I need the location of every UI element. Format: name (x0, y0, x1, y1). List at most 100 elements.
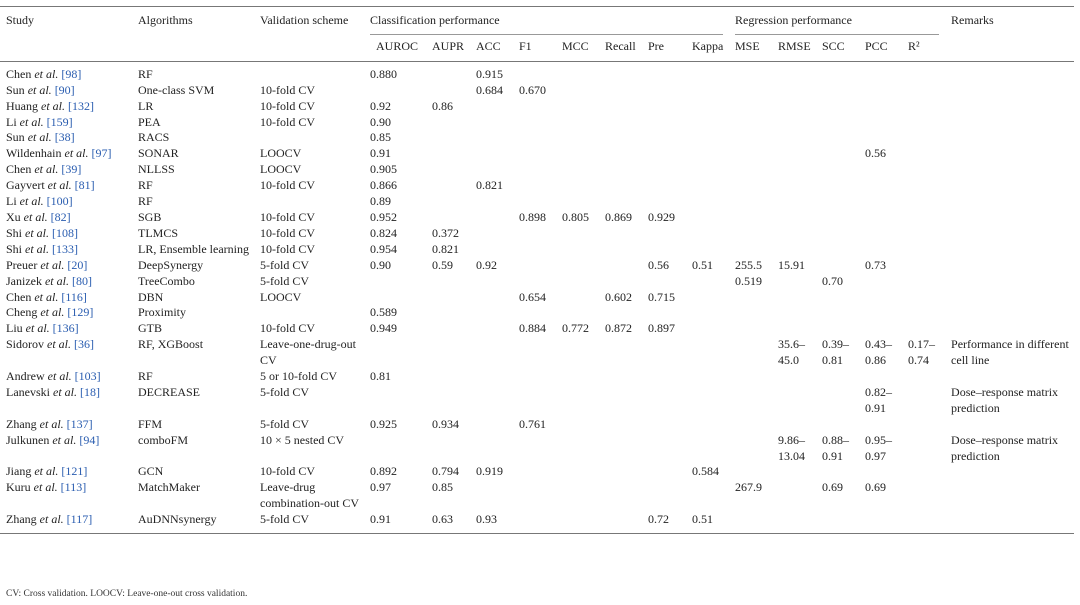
empty-cell (908, 433, 951, 465)
table-cell: 267.9 (735, 480, 762, 495)
header-cell: Study (6, 13, 35, 27)
table-cell: 0.91 (370, 512, 391, 527)
table-body: Chen et al. [98] RF 0.880 0.915 Sun et al. [… (0, 61, 1074, 533)
table-cell: 0.69 (822, 480, 843, 495)
empty-cell (648, 99, 692, 115)
table-cell: 0.869 (605, 209, 632, 224)
empty-cell (519, 258, 562, 274)
author: Preuer (6, 257, 38, 272)
empty-cell (648, 130, 692, 146)
table-cell: 10-fold CV (260, 321, 315, 336)
table-cell: 0.92 (476, 257, 497, 272)
empty-cell (519, 369, 562, 385)
table-row: Xu et al. [82] SGB 10-fold CV 0.952 0.898 0.8… (0, 210, 1074, 226)
empty-cell (432, 210, 476, 226)
empty-cell (562, 274, 605, 290)
empty-cell (605, 226, 648, 242)
empty-cell (735, 385, 778, 417)
empty-cell (605, 417, 648, 433)
table-cell: GCN (138, 464, 164, 479)
table-cell: 0.88–0.91 (822, 432, 849, 463)
table-cell: Dose–response matrix prediction (951, 384, 1059, 415)
table-cell: LOOCV (260, 146, 302, 161)
table-cell: 0.715 (648, 289, 675, 304)
empty-cell (778, 417, 822, 433)
table-cell: 5-fold CV (260, 257, 309, 272)
empty-cell (476, 290, 519, 306)
table-cell: 0.866 (370, 178, 397, 193)
author: Gayvert (6, 178, 45, 193)
table-cell: 0.56 (865, 146, 886, 161)
empty-cell (951, 146, 1074, 162)
empty-cell (605, 162, 648, 178)
empty-cell (778, 130, 822, 146)
empty-cell (908, 115, 951, 131)
empty-cell (605, 83, 648, 99)
table-row: Huang et al. [132] LR 10-fold CV 0.92 0.86 (0, 99, 1074, 115)
study-cell: Gayvert et al. [81] (0, 178, 138, 194)
table-cell: 0.919 (476, 464, 503, 479)
empty-cell (519, 115, 562, 131)
empty-cell (562, 178, 605, 194)
author: Lanevski (6, 384, 50, 399)
empty-cell (476, 305, 519, 321)
empty-cell (778, 274, 822, 290)
empty-cell (951, 464, 1074, 480)
table-cell: 0.925 (370, 416, 397, 431)
empty-cell (605, 464, 648, 480)
author: Huang (6, 98, 38, 113)
empty-cell (605, 369, 648, 385)
author: Julkunen (6, 432, 50, 447)
et-al: et al. (33, 480, 58, 495)
empty-cell (648, 162, 692, 178)
empty-cell (519, 194, 562, 210)
empty-cell (865, 99, 908, 115)
empty-cell (605, 305, 648, 321)
table-cell: 0.898 (519, 209, 546, 224)
reference: [20] (67, 257, 88, 272)
table-cell: DeepSynergy (138, 257, 204, 272)
empty-cell (778, 480, 822, 512)
empty-cell (562, 337, 605, 369)
empty-cell (605, 433, 648, 465)
empty-cell (735, 61, 778, 82)
reference: [116] (61, 289, 87, 304)
study-cell: Li et al. [159] (0, 115, 138, 131)
et-al: et al. (34, 289, 59, 304)
empty-cell (432, 321, 476, 337)
empty-cell (605, 385, 648, 417)
empty-cell (865, 162, 908, 178)
empty-cell (822, 417, 865, 433)
author: Zhang (6, 512, 37, 527)
header-row: Study Algorithms Validation scheme Class… (0, 7, 1074, 35)
empty-cell (908, 274, 951, 290)
table-cell: 0.51 (692, 257, 713, 272)
author: Xu (6, 209, 21, 224)
table-row: Li et al. [159] PEA 10-fold CV 0.90 (0, 115, 1074, 131)
empty-cell (519, 433, 562, 465)
empty-cell (562, 99, 605, 115)
table-cell: 0.82–0.91 (865, 384, 892, 415)
empty-cell (951, 290, 1074, 306)
empty-cell (865, 194, 908, 210)
reference: [97] (91, 146, 112, 161)
table-cell: 10-fold CV (260, 98, 315, 113)
empty-cell (778, 369, 822, 385)
table-cell: 0.63 (432, 512, 453, 527)
empty-cell (735, 290, 778, 306)
empty-cell (476, 321, 519, 337)
empty-cell (908, 210, 951, 226)
empty-cell (432, 130, 476, 146)
table-cell: 0.90 (370, 114, 391, 129)
empty-cell (692, 305, 735, 321)
header-row: AUROC AUPR ACC F1 MCC Recall Pre Kappa MSE RMSE SC… (0, 35, 1075, 62)
reference: [36] (74, 337, 95, 352)
table-cell: AuDNNsynergy (138, 512, 217, 527)
empty-cell (951, 274, 1074, 290)
empty-cell (735, 226, 778, 242)
et-al: et al. (39, 416, 64, 431)
empty-cell (519, 385, 562, 417)
empty-cell (476, 194, 519, 210)
table-cell: RF (138, 178, 153, 193)
table-cell: FFM (138, 416, 163, 431)
